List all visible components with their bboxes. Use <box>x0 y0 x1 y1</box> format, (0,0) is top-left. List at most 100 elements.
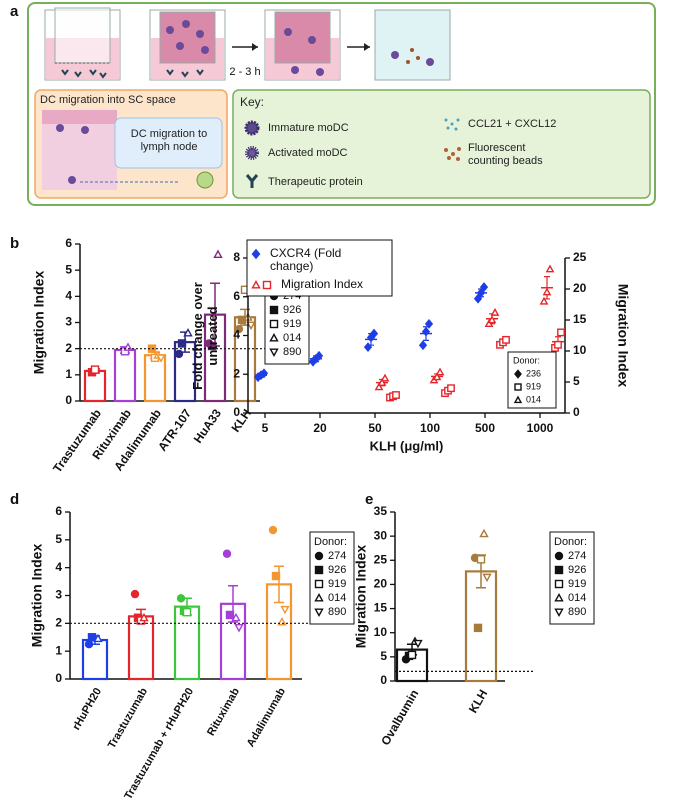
data-point <box>225 610 235 620</box>
insert <box>54 7 111 64</box>
x-tick-label: Trastuzumab <box>106 686 150 751</box>
y-axis-label: Fold change over untreated <box>190 281 220 390</box>
cell <box>284 28 292 36</box>
cell <box>391 51 399 59</box>
cell <box>56 124 64 132</box>
data-point <box>177 339 187 348</box>
legend-marker <box>314 551 324 561</box>
data-point <box>130 589 140 599</box>
data-point <box>545 264 555 273</box>
y-tick-label: 2 <box>55 616 62 630</box>
legend-label: Migration Index <box>281 277 364 291</box>
y2-axis-label: Migration Index <box>615 284 631 388</box>
data-point <box>90 365 100 374</box>
y-tick-label: 0 <box>380 673 387 687</box>
y-tick-label: 10 <box>573 343 587 357</box>
x-tick-label: Trastuzumab <box>50 407 104 476</box>
y-tick-label: 35 <box>374 504 388 518</box>
y-tick-label: 15 <box>573 312 587 326</box>
dot <box>444 118 448 122</box>
lymph-node <box>196 171 214 189</box>
cell <box>166 26 174 34</box>
legend-title: Donor: <box>513 355 540 365</box>
transwell-1 <box>44 7 121 81</box>
x-tick-label: 100 <box>420 421 440 435</box>
key-icon-chemokines <box>444 118 460 131</box>
panel-label: a <box>10 3 19 20</box>
data-point <box>374 382 384 391</box>
data-point <box>542 287 552 296</box>
data-point <box>139 612 149 622</box>
dot <box>454 127 458 131</box>
legend-marker <box>514 383 522 391</box>
data-point <box>476 555 486 564</box>
transwell-3 <box>264 9 341 81</box>
x-tick-label: KLH <box>466 687 490 715</box>
data-point <box>156 354 166 363</box>
y-tick-label: 4 <box>233 328 240 342</box>
y-tick-label: 4 <box>55 560 62 574</box>
y-axis-label: Migration Index <box>29 544 45 648</box>
x-tick-label: Ovalbumin <box>378 687 421 748</box>
data-point <box>93 633 103 643</box>
data-point <box>502 335 510 344</box>
y-tick-label: 20 <box>573 281 587 295</box>
data-point <box>207 341 217 351</box>
bar <box>113 348 137 403</box>
y-tick-label: 6 <box>65 236 72 250</box>
y-tick-label: 15 <box>374 601 388 615</box>
cell <box>81 126 89 134</box>
legend-marker <box>554 565 564 575</box>
legend-label: 014 <box>568 592 586 604</box>
x-tick-label: 20 <box>313 421 327 435</box>
protein-icons <box>61 69 107 79</box>
cell <box>68 176 76 184</box>
panel-label: b <box>10 235 19 252</box>
dot <box>444 148 448 152</box>
bar <box>143 354 167 403</box>
panel-label: e <box>365 491 373 508</box>
dot <box>447 156 451 160</box>
data-point <box>213 249 223 258</box>
data-point <box>380 373 390 382</box>
legend-label: 919 <box>568 578 586 590</box>
data-point <box>234 324 244 334</box>
y-tick-label: 0 <box>65 393 72 407</box>
cell <box>196 30 204 38</box>
legend-marker <box>314 565 324 575</box>
legend-marker <box>314 579 324 589</box>
x-tick-label: rHuPH20 <box>70 686 104 732</box>
transwell-2 <box>149 9 226 81</box>
legend-marker <box>269 319 279 329</box>
x-axis-label: KLH (μg/ml) <box>370 438 444 453</box>
y-tick-label: 30 <box>374 528 388 542</box>
y-tick-label: 25 <box>573 250 587 264</box>
legend-box <box>549 531 595 625</box>
y-tick-label: 5 <box>573 374 580 388</box>
data-point <box>369 328 379 339</box>
legend-title: Donor: <box>314 536 347 548</box>
key-label: Therapeutic protein <box>268 176 363 188</box>
legend-label: 890 <box>328 606 346 618</box>
data-point <box>314 350 324 361</box>
y-tick-label: 6 <box>233 289 240 303</box>
bead <box>406 60 410 64</box>
legend-marker <box>554 579 564 589</box>
data-point <box>271 571 281 581</box>
y-tick-label: 4 <box>65 289 72 303</box>
legend-label: 919 <box>283 318 301 330</box>
legend-label: 014 <box>283 332 301 344</box>
data-point <box>473 293 483 304</box>
y-tick-label: 5 <box>65 262 72 276</box>
data-point <box>363 342 373 353</box>
cell <box>308 36 316 44</box>
legend-label: 014 <box>526 394 541 404</box>
y-axis-label: Migration Index <box>353 545 369 649</box>
data-point <box>487 315 497 324</box>
bar <box>127 615 155 681</box>
data-point <box>490 307 500 316</box>
data-point <box>183 328 193 337</box>
legend-marker <box>269 348 279 357</box>
y-tick-label: 1 <box>65 367 72 381</box>
data-point <box>231 612 241 622</box>
